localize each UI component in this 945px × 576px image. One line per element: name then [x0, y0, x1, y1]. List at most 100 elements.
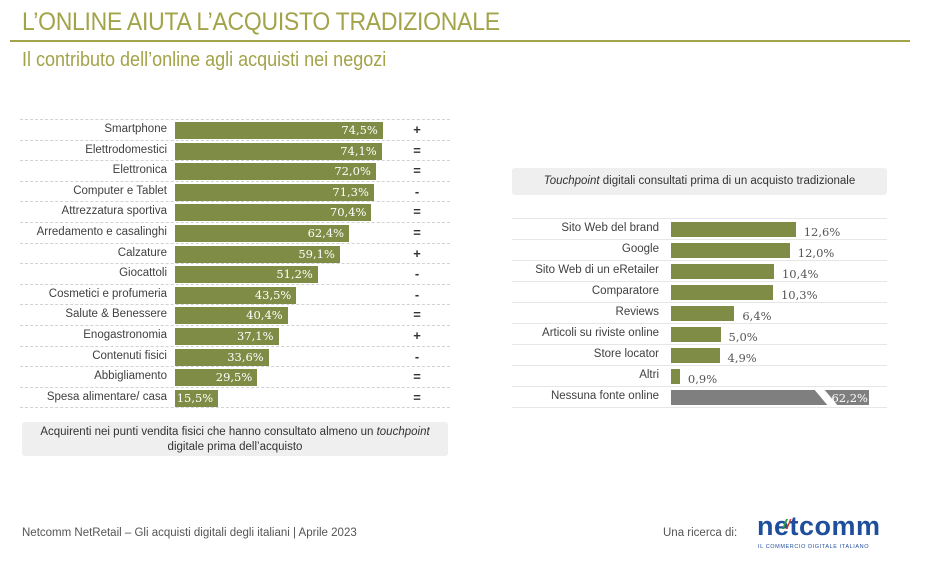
bar — [175, 348, 269, 366]
trend-indicator: - — [414, 183, 420, 199]
category-label: Altri — [639, 369, 659, 381]
value-label: 12,0% — [797, 246, 835, 260]
category-label: Reviews — [615, 306, 659, 318]
trend-indicator: = — [413, 163, 421, 179]
category-label: Store locator — [593, 348, 659, 360]
value-label: 10,3% — [780, 288, 818, 302]
bar — [671, 222, 796, 237]
chart-row: Altri 0,9% — [512, 365, 887, 386]
value-label: 72,0% — [334, 164, 371, 179]
chart-row: Elettronica 72,0% = — [20, 160, 450, 181]
value-label: 12,6% — [803, 225, 841, 239]
category-label: Nessuna fonte online — [550, 390, 659, 402]
category-chart-caption: Acquirenti nei punti vendita fisici che … — [22, 422, 448, 456]
chart-row: Enogastronomia 37,1% + — [20, 325, 450, 346]
category-label: Sito Web di un eRetailer — [535, 264, 659, 276]
chart-row: Calzature 59,1% + — [20, 242, 450, 264]
bar — [671, 327, 721, 342]
chart-row: Arredamento e casalinghi 62,4% = — [20, 222, 450, 243]
footer-source: Netcomm NetRetail – Gli acquisti digital… — [22, 527, 357, 539]
category-label: Arredamento e casalinghi — [36, 226, 167, 238]
value-label: 71,3% — [332, 184, 369, 199]
value-label: 10,4% — [781, 267, 819, 281]
chart-row: Sito Web del brand 12,6% — [512, 218, 887, 239]
bar — [671, 264, 774, 279]
caption-end: digitale prima dell’acquisto — [167, 441, 303, 453]
trend-indicator: = — [413, 142, 421, 158]
chart-row: Spesa alimentare/ casa 15,5% = — [20, 386, 450, 408]
value-label: 51,2% — [276, 267, 313, 282]
value-label: 0,9% — [687, 372, 718, 386]
value-label: 29,5% — [215, 370, 253, 385]
bar — [671, 369, 680, 384]
trend-indicator: = — [413, 225, 421, 240]
chart-title-text: digitali consultati prima di un acquisto… — [599, 175, 856, 187]
chart-row: Reviews 6,4% — [512, 302, 887, 323]
bar — [175, 163, 376, 181]
category-label: Smartphone — [104, 123, 167, 135]
value-label: 15,5% — [176, 390, 214, 405]
category-label: Salute & Benessere — [65, 308, 167, 321]
chart-row: Google 12,0% — [512, 239, 887, 260]
value-label: 70,4% — [329, 205, 367, 220]
chart-row: Smartphone 74,5% + — [20, 119, 450, 140]
chart-row-bottom-border — [20, 407, 450, 409]
value-label: 62,4% — [307, 226, 345, 240]
trend-indicator: = — [413, 307, 421, 323]
chart-row: Comparatore 10,3% — [512, 281, 887, 302]
chart-row: Elettrodomestici 74,1% = — [20, 139, 450, 161]
category-label: Enogastronomia — [83, 329, 167, 341]
value-label: 33,6% — [227, 349, 264, 364]
category-label: Computer e Tablet — [73, 184, 167, 197]
value-label: 4,9% — [727, 351, 757, 365]
chart-row: Abbigliamento 29,5% = — [20, 366, 450, 387]
chart-row: Cosmetici e profumeria 43,5% - — [20, 283, 450, 305]
research-label: Una ricerca di: — [663, 527, 738, 539]
bar — [175, 369, 258, 387]
category-label: Google — [621, 243, 659, 255]
chart-row: Articoli su riviste online 5,0% — [512, 323, 887, 344]
bar — [175, 245, 340, 263]
chart-row: Store locator 4,9% — [512, 344, 887, 365]
chart-row: Contenuti fisici 33,6% - — [20, 345, 450, 367]
value-label: 62,2% — [831, 391, 868, 405]
page-title: L’ONLINE AIUTA L’ACQUISTO TRADIZIONALE — [22, 8, 500, 36]
chart-row: Giocattoli 51,2% - — [20, 263, 450, 284]
chart-row: Salute & Benessere 40,4% = — [20, 304, 450, 325]
category-label: Spesa alimentare/ casa — [46, 390, 167, 403]
bar — [175, 307, 288, 325]
trend-indicator: - — [414, 348, 420, 364]
category-label: Elettronica — [112, 164, 167, 177]
bar — [175, 142, 382, 160]
page-subtitle: Il contributo dell’online agli acquisti … — [22, 49, 387, 71]
netcomm-logo: netcomm IL COMMERCIO DIGITALE ITALIANO — [757, 511, 882, 553]
bar — [671, 306, 735, 321]
bar — [175, 183, 374, 201]
bar — [175, 328, 279, 345]
category-label: Calzature — [117, 246, 167, 259]
trend-indicator: - — [414, 266, 420, 282]
title-divider — [10, 40, 910, 42]
chart-row: Attrezzatura sportiva 70,4% = — [20, 201, 450, 222]
touchpoint-chart-title: Touchpoint digitali consultati prima di … — [512, 168, 887, 195]
trend-indicator: + — [413, 245, 421, 261]
bar — [175, 389, 219, 407]
touchpoint-chart: Sito Web del brand 12,6% Google 12,0% Sito W… — [512, 218, 887, 408]
value-label: 37,1% — [236, 329, 274, 343]
chart-title-italic: Touchpoint — [543, 175, 600, 187]
bar — [175, 286, 297, 304]
category-label: Abbigliamento — [94, 370, 167, 383]
category-label: Cosmetici e profumeria — [48, 287, 167, 300]
category-chart: Smartphone 74,5% + Elettrodomestici 74,1% = El… — [20, 119, 450, 409]
trend-indicator: + — [413, 122, 421, 137]
category-label: Comparatore — [591, 285, 659, 297]
chart-row: Computer e Tablet 71,3% - — [20, 180, 450, 202]
chart-row: Sito Web di un eRetailer 10,4% — [512, 260, 887, 281]
category-label: Contenuti fisici — [92, 349, 167, 362]
bar — [175, 122, 383, 139]
bar — [175, 225, 350, 242]
value-label: 40,4% — [246, 308, 283, 323]
bar — [671, 388, 869, 407]
trend-indicator: = — [413, 389, 421, 405]
logo-tagline: IL COMMERCIO DIGITALE ITALIANO — [758, 544, 870, 550]
